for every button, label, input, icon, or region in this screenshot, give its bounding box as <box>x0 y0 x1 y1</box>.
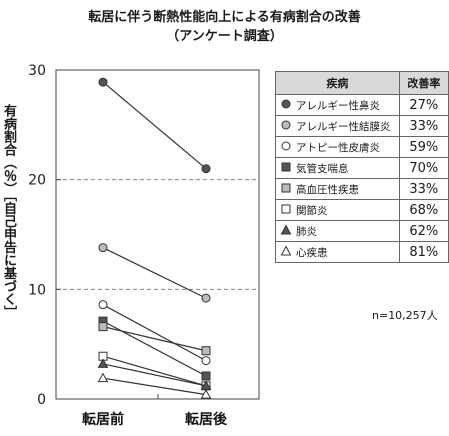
legend-row: 関節炎 68% <box>275 199 449 221</box>
y-tick-label: 10 <box>28 282 46 298</box>
legend-improvement-rate: 62% <box>398 220 449 242</box>
legend-disease: 関節炎 <box>275 199 400 221</box>
legend-row: 心疾患 81% <box>275 241 449 263</box>
data-point <box>201 164 211 174</box>
series-line <box>102 81 207 170</box>
series-line <box>102 355 207 387</box>
legend-row: 肺炎 62% <box>275 220 449 242</box>
legend-disease-name: アトピー性皮膚炎 <box>296 141 380 154</box>
legend-disease: アレルギー性結膜炎 <box>275 115 400 137</box>
chart-subtitle: （アンケート調査） <box>166 29 283 44</box>
circle-marker-icon <box>281 99 291 108</box>
legend-disease-name: 心疾患 <box>296 246 328 259</box>
square-marker-icon <box>281 162 291 171</box>
x-category-label: 転居後 <box>185 411 228 428</box>
circle-marker-icon <box>281 141 291 150</box>
legend-table: 疾病 改善率 アレルギー性鼻炎 27% アレルギー性結膜炎 33% アトピー性皮膚炎 59… <box>275 71 449 263</box>
legend-row: アレルギー性鼻炎 27% <box>275 94 449 116</box>
data-point <box>98 322 108 332</box>
legend-disease: アトピー性皮膚炎 <box>275 136 400 158</box>
y-tick-label: 20 <box>28 173 46 189</box>
data-point <box>98 77 108 87</box>
legend-disease-name: 関節炎 <box>296 204 328 217</box>
triangle-marker-icon <box>280 244 292 255</box>
legend-header-disease: 疾病 <box>275 71 400 95</box>
legend-improvement-rate: 33% <box>398 178 449 200</box>
x-category-label: 転居前 <box>82 411 124 428</box>
series-line <box>102 363 207 387</box>
data-point <box>98 300 108 310</box>
data-point <box>97 358 109 368</box>
legend-disease-name: アレルギー性鼻炎 <box>296 99 380 112</box>
square-marker-icon <box>281 183 291 192</box>
legend-row: 気管支喘息 70% <box>275 157 449 179</box>
legend-header-rate: 改善率 <box>398 71 449 95</box>
data-point <box>201 371 211 381</box>
data-point <box>98 243 108 253</box>
data-point <box>201 293 211 303</box>
legend-disease: 肺炎 <box>275 220 400 242</box>
circle-marker-icon <box>281 120 291 129</box>
legend-disease: 高血圧性疾患 <box>275 178 400 200</box>
legend-disease-name: 肺炎 <box>296 225 317 238</box>
legend-improvement-rate: 81% <box>398 241 449 263</box>
legend-improvement-rate: 33% <box>398 115 449 137</box>
data-point <box>200 389 212 399</box>
legend-row: アトピー性皮膚炎 59% <box>275 136 449 158</box>
y-tick-label: 0 <box>37 392 46 408</box>
legend-disease-name: 高血圧性疾患 <box>296 183 359 196</box>
legend-disease-name: アレルギー性結膜炎 <box>296 120 391 133</box>
legend-disease-name: 気管支喘息 <box>296 162 349 175</box>
square-marker-icon <box>281 204 291 213</box>
series-line <box>102 304 207 362</box>
legend-disease: アレルギー性鼻炎 <box>275 94 400 116</box>
legend-improvement-rate: 68% <box>398 199 449 221</box>
series-line <box>102 247 207 299</box>
data-point <box>97 372 109 383</box>
triangle-marker-icon <box>280 223 292 234</box>
legend-improvement-rate: 59% <box>398 136 449 158</box>
series-line <box>102 326 207 352</box>
y-axis-label: 有病割合（％）［自己申告に基づく］ <box>1 104 16 319</box>
legend-disease: 心疾患 <box>275 241 400 263</box>
legend-improvement-rate: 27% <box>398 94 449 116</box>
sample-size-note: n=10,257人 <box>372 309 438 322</box>
legend-disease: 気管支喘息 <box>275 157 400 179</box>
data-point <box>201 346 211 356</box>
legend-row: アレルギー性結膜炎 33% <box>275 115 449 137</box>
legend-improvement-rate: 70% <box>398 157 449 179</box>
chart-title: 転居に伴う断熱性能向上による有病割合の改善 <box>88 10 361 25</box>
y-tick-label: 30 <box>28 63 46 79</box>
data-point <box>201 356 211 366</box>
series-line <box>102 377 207 396</box>
legend-row: 高血圧性疾患 33% <box>275 178 449 200</box>
